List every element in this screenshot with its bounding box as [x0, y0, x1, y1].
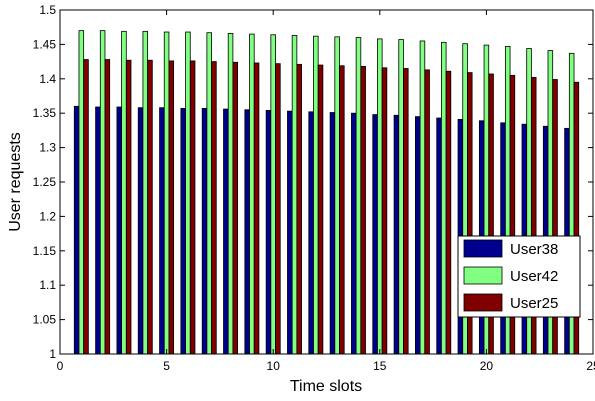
bar-user42-slot-10: [270, 34, 276, 355]
bar-user38-slot-1: [73, 105, 80, 355]
bar-user38-slot-10: [265, 110, 272, 355]
bar-user38-slot-2: [95, 106, 101, 355]
y-tick-label: 1.2: [39, 209, 56, 223]
y-tick-label: 1: [49, 347, 56, 361]
x-tick-label: 25: [586, 359, 595, 373]
y-tick-label: 1.5: [39, 3, 56, 17]
bar-user25-slot-4: [147, 59, 153, 355]
bar-user38-slot-7: [201, 107, 208, 355]
bar-user25-slot-3: [125, 59, 132, 355]
legend-swatch-user25: [463, 293, 503, 312]
x-axis: 0 5 10 15 20 25: [57, 10, 595, 373]
y-tick-label: 1.05: [33, 313, 57, 327]
y-tick-label: 1.45: [33, 37, 57, 51]
legend-swatch-user38: [463, 239, 503, 258]
bar-user25-slot-9: [253, 62, 260, 355]
bar-user42-slot-8: [227, 32, 234, 355]
bar-user25-slot-8: [232, 61, 239, 355]
bar-user42-slot-1: [78, 30, 85, 355]
bar-user38-slot-16: [393, 114, 400, 355]
bar-user38-slot-15: [372, 114, 378, 355]
bar-user25-slot-18: [445, 70, 452, 355]
bar-user38-slot-14: [351, 112, 357, 355]
bar-user42-slot-13: [334, 36, 340, 355]
bar-user38-slot-9: [244, 109, 250, 355]
bar-user42-slot-2: [99, 30, 106, 355]
x-tick-label: 20: [480, 359, 494, 373]
y-tick-label: 1.25: [33, 175, 57, 189]
legend-swatch-user42: [463, 266, 503, 285]
bar-user42-slot-16: [398, 39, 404, 355]
bar-user42-slot-7: [206, 32, 212, 355]
bar-user25-slot-6: [189, 60, 196, 355]
bar-user38-slot-8: [223, 108, 229, 355]
legend-label-user25: User25: [510, 295, 558, 312]
bar-user42-slot-3: [121, 30, 127, 355]
bar-user38-slot-18: [436, 117, 442, 355]
bar-user42-slot-12: [313, 35, 319, 355]
bar-user25-slot-11: [296, 63, 302, 355]
y-tick-label: 1.35: [33, 106, 57, 120]
bar-user38-slot-6: [180, 107, 186, 355]
bar-user42-slot-15: [377, 38, 383, 355]
bar-user25-slot-2: [104, 59, 111, 355]
y-axis: 1 1.05 1.1 1.15 1.2 1.25 1.3 1.35 1.4 1.45 1.5: [33, 3, 593, 361]
bar-user25-slot-10: [275, 63, 281, 355]
bar-user25-slot-14: [360, 66, 366, 355]
bar-user42-slot-17: [419, 40, 426, 355]
bar-user38-slot-5: [159, 107, 165, 355]
bar-user38-slot-17: [414, 116, 421, 355]
legend-label-user42: User42: [510, 268, 558, 285]
bar-user25-slot-16: [403, 68, 409, 355]
x-tick-label: 5: [163, 359, 170, 373]
legend-label-user38: User38: [510, 241, 558, 258]
bar-user25-slot-5: [168, 60, 175, 355]
bar-user42-slot-18: [441, 41, 447, 355]
bar-user38-slot-12: [308, 111, 314, 355]
y-axis-label: User requests: [7, 132, 24, 232]
y-tick-label: 1.15: [33, 244, 57, 258]
bar-user25-slot-17: [424, 69, 430, 355]
bar-user25-slot-7: [211, 61, 217, 355]
x-axis-label: Time slots: [290, 378, 362, 395]
y-tick-label: 1.1: [39, 278, 56, 292]
legend: User38 User42 User25: [457, 235, 581, 318]
bar-user38-slot-11: [287, 110, 293, 355]
bar-user42-slot-4: [142, 30, 149, 355]
x-tick-label: 0: [57, 359, 64, 373]
bar-user42-slot-6: [185, 31, 191, 355]
bar-user25-slot-1: [83, 59, 89, 355]
bar-user25-slot-15: [381, 67, 388, 355]
bar-user38-slot-13: [329, 112, 336, 355]
y-tick-label: 1.3: [39, 141, 56, 155]
bar-user38-slot-3: [116, 106, 123, 355]
bar-user42-slot-14: [355, 37, 362, 355]
bar-user42-slot-5: [163, 31, 170, 355]
bar-user42-slot-9: [249, 33, 255, 355]
x-tick-label: 15: [373, 359, 387, 373]
y-tick-label: 1.4: [39, 72, 56, 86]
bar-user25-slot-12: [317, 64, 324, 355]
x-tick-label: 10: [267, 359, 281, 373]
bar-user42-slot-11: [291, 35, 298, 355]
bar-user25-slot-13: [339, 65, 345, 355]
bar-user38-slot-4: [137, 107, 144, 355]
